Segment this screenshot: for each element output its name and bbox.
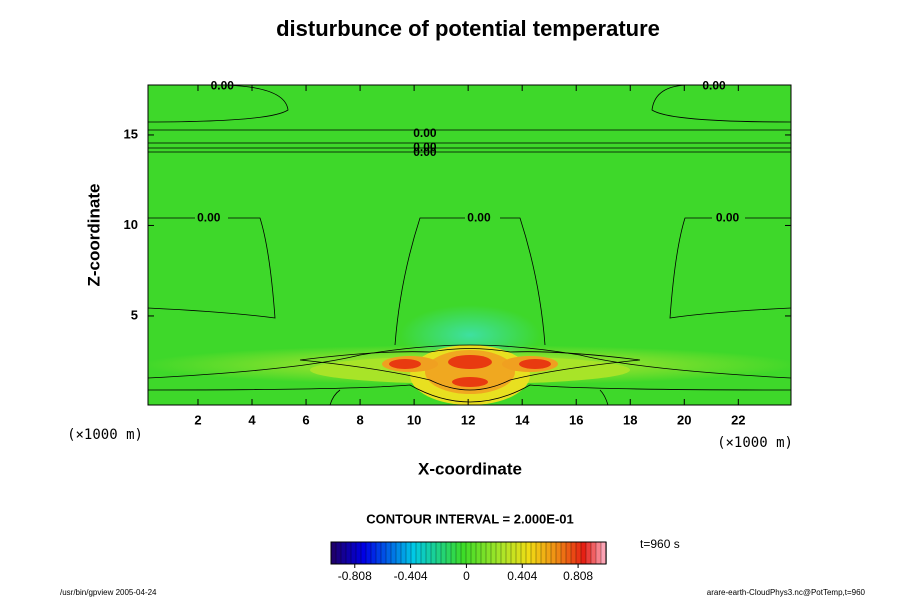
color-band bbox=[340, 541, 347, 565]
y-axis-label: Z-coordinate bbox=[84, 184, 103, 287]
color-band bbox=[485, 541, 492, 565]
y-tick-label: 5 bbox=[131, 307, 138, 322]
x-tick-label: 18 bbox=[623, 412, 637, 427]
x-axis-label: X-coordinate bbox=[418, 459, 522, 478]
contour-label: 0.00 bbox=[197, 210, 221, 224]
colorbar-tick-label: -0.808 bbox=[338, 569, 372, 583]
color-band bbox=[415, 541, 422, 565]
plot-frame bbox=[147, 84, 792, 406]
color-band bbox=[460, 541, 467, 565]
color-band bbox=[535, 541, 542, 565]
color-band bbox=[565, 541, 572, 565]
contour-label: 0.00 bbox=[211, 78, 235, 92]
color-band bbox=[420, 541, 427, 565]
color-band bbox=[595, 541, 602, 565]
color-band bbox=[400, 541, 407, 565]
x-tick-label: 6 bbox=[302, 412, 309, 427]
color-band bbox=[580, 541, 587, 565]
color-band bbox=[345, 541, 352, 565]
x-tick-label: 14 bbox=[515, 412, 530, 427]
colorbar-tick-label: -0.404 bbox=[394, 569, 428, 583]
colorbar-tick-label: 0.404 bbox=[507, 569, 537, 583]
color-band bbox=[490, 541, 497, 565]
color-band bbox=[480, 541, 487, 565]
color-band bbox=[380, 541, 387, 565]
color-band bbox=[355, 541, 362, 565]
color-band bbox=[570, 541, 577, 565]
color-band bbox=[385, 541, 392, 565]
y-unit: (×1000 m) bbox=[67, 427, 143, 443]
contour-field bbox=[148, 85, 791, 405]
color-band bbox=[430, 541, 437, 565]
color-band bbox=[505, 541, 512, 565]
color-band bbox=[585, 541, 592, 565]
footer-left: /usr/bin/gpview 2005-04-24 bbox=[60, 588, 157, 597]
color-band bbox=[435, 541, 442, 565]
contour-label: 0.00 bbox=[716, 210, 740, 224]
color-band bbox=[475, 541, 482, 565]
color-band bbox=[335, 541, 342, 565]
contour-label: 0.00 bbox=[413, 140, 437, 154]
color-band bbox=[545, 541, 552, 565]
color-band bbox=[410, 541, 417, 565]
x-tick-label: 10 bbox=[407, 412, 421, 427]
color-band bbox=[425, 541, 432, 565]
color-band bbox=[390, 541, 397, 565]
color-band bbox=[440, 541, 447, 565]
color-band bbox=[525, 541, 532, 565]
x-tick-label: 22 bbox=[731, 412, 745, 427]
footer-right: arare-earth-CloudPhys3.nc@PotTemp,t=960 bbox=[707, 588, 866, 597]
x-tick-label: 16 bbox=[569, 412, 583, 427]
color-band bbox=[560, 541, 567, 565]
color-band bbox=[590, 541, 597, 565]
contour-label: 0.00 bbox=[702, 78, 726, 92]
x-tick-label: 4 bbox=[248, 412, 256, 427]
color-band bbox=[575, 541, 582, 565]
y-tick-label: 15 bbox=[124, 126, 138, 141]
x-tick-label: 12 bbox=[461, 412, 475, 427]
color-band bbox=[395, 541, 402, 565]
contour-label: 0.00 bbox=[413, 126, 437, 140]
x-tick-label: 8 bbox=[356, 412, 363, 427]
color-band bbox=[495, 541, 502, 565]
chart-title: disturbunce of potential temperature bbox=[276, 16, 660, 41]
color-band bbox=[470, 541, 477, 565]
color-band bbox=[530, 541, 537, 565]
time-label: t=960 s bbox=[640, 537, 680, 551]
color-band bbox=[405, 541, 412, 565]
color-band bbox=[540, 541, 547, 565]
colorbar-tick-label: 0 bbox=[463, 569, 470, 583]
color-band bbox=[370, 541, 377, 565]
color-band bbox=[455, 541, 462, 565]
color-band bbox=[350, 541, 357, 565]
color-band bbox=[555, 541, 562, 565]
color-band bbox=[515, 541, 522, 565]
color-band bbox=[360, 541, 367, 565]
color-band bbox=[510, 541, 517, 565]
y-tick-label: 10 bbox=[124, 217, 138, 232]
contour-label: 0.00 bbox=[413, 145, 437, 159]
x-tick-label: 20 bbox=[677, 412, 691, 427]
contour-interval: CONTOUR INTERVAL = 2.000E-01 bbox=[366, 511, 573, 526]
color-band bbox=[450, 541, 457, 565]
x-tick-label: 2 bbox=[194, 412, 201, 427]
color-band bbox=[500, 541, 507, 565]
color-band bbox=[550, 541, 557, 565]
colorbar-frame bbox=[330, 541, 607, 565]
color-band bbox=[365, 541, 372, 565]
color-band bbox=[465, 541, 472, 565]
color-band bbox=[330, 541, 337, 565]
contour-label: 0.00 bbox=[467, 210, 491, 224]
colorbar-tick-label: 0.808 bbox=[563, 569, 593, 583]
x-unit: (×1000 m) bbox=[717, 435, 793, 451]
color-band bbox=[445, 541, 452, 565]
color-band bbox=[375, 541, 382, 565]
color-band bbox=[520, 541, 527, 565]
